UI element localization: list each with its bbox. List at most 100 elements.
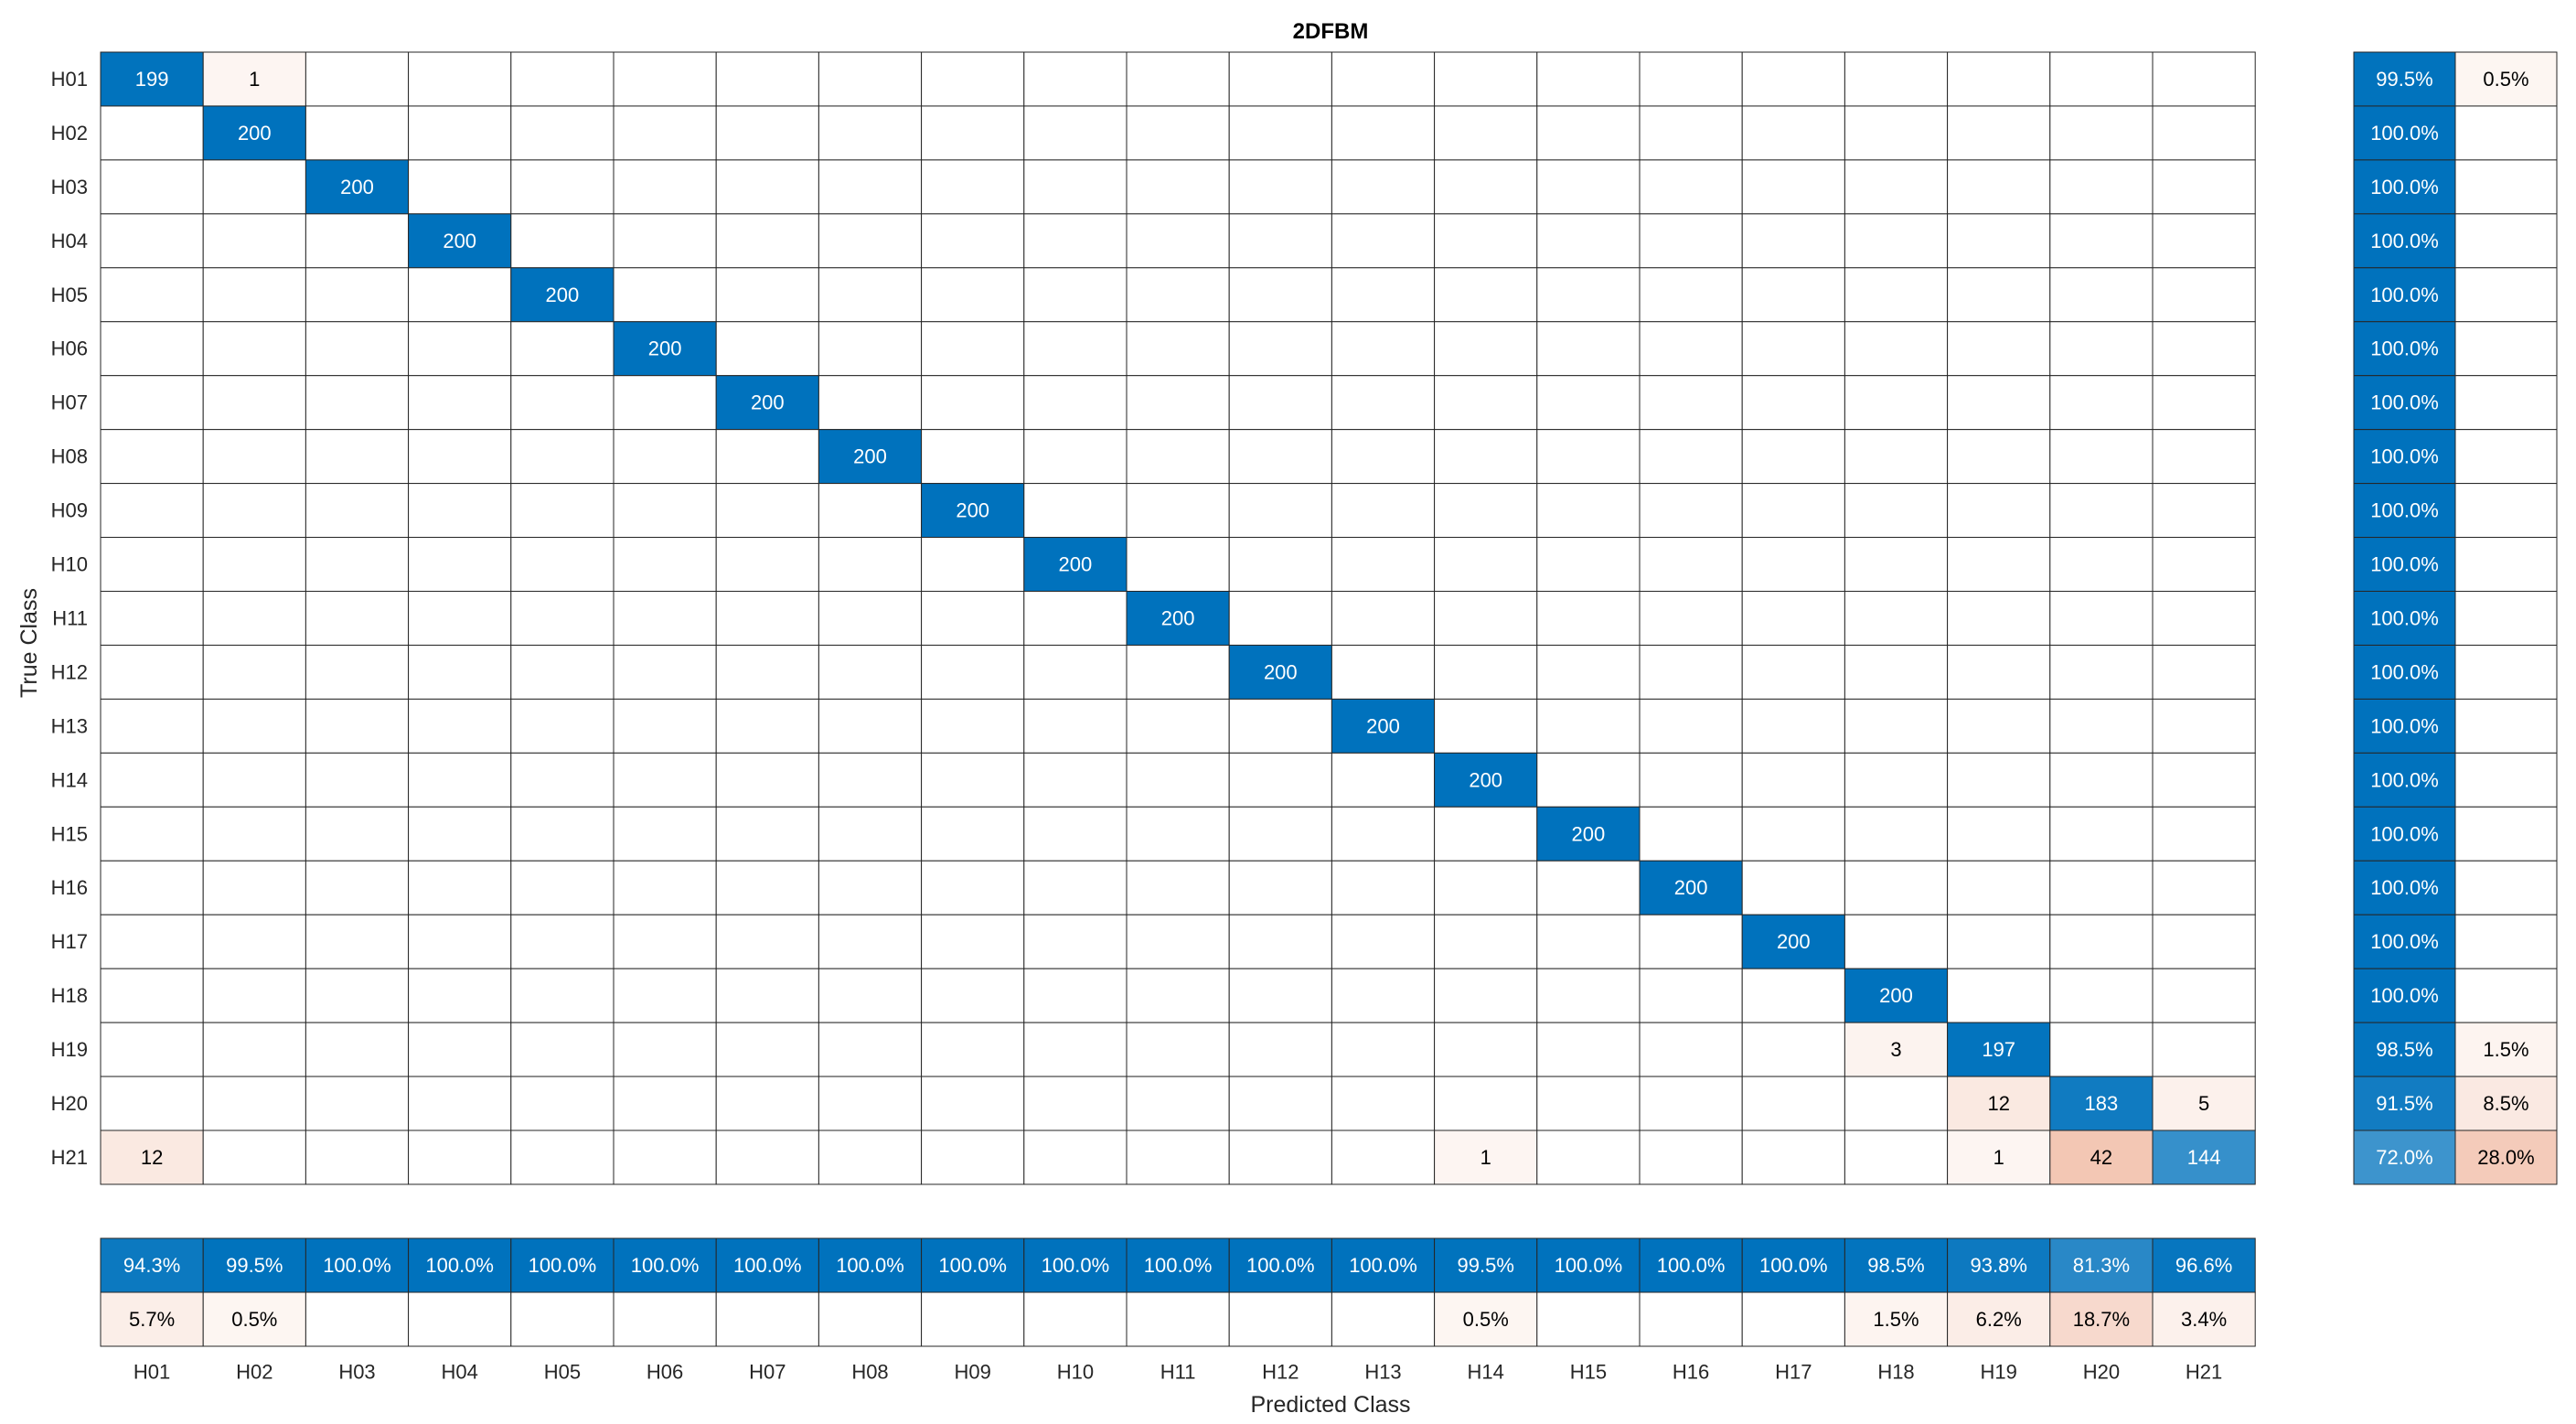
matrix-cell: [1434, 968, 1538, 1023]
cell-value: 200: [1674, 876, 1708, 899]
matrix-cell: [1228, 644, 1332, 700]
matrix-cell: [1947, 267, 2051, 323]
matrix-cell: [202, 213, 306, 269]
column-summary-incorrect-cell: [2152, 1291, 2256, 1347]
matrix-cell: [1228, 159, 1332, 215]
matrix-cell: [2152, 51, 2256, 107]
cell-value: 200: [1469, 768, 1502, 791]
matrix-cell: [1639, 375, 1743, 431]
matrix-cell: [1331, 483, 1436, 539]
matrix-cell: [2049, 483, 2154, 539]
matrix-cell: [2049, 698, 2154, 754]
matrix-cell: [305, 591, 410, 646]
matrix-cell: [1741, 51, 1845, 107]
matrix-cell: [305, 914, 410, 969]
matrix-cell: [510, 375, 615, 431]
matrix-cell: [202, 429, 306, 485]
matrix-cell: [1126, 698, 1230, 754]
row-summary-correct-value: 72.0%: [2376, 1146, 2432, 1169]
row-summary-correct-value: 100.0%: [2370, 660, 2439, 683]
row-summary-correct-cell: [2353, 537, 2456, 592]
matrix-cell: [1947, 860, 2051, 915]
y-tick-label: H03: [51, 176, 88, 198]
matrix-cell: [1947, 968, 2051, 1023]
matrix-cell: [1434, 1076, 1538, 1131]
matrix-cell: [1536, 267, 1641, 323]
matrix-cell: [2049, 429, 2154, 485]
matrix-cell: [510, 644, 615, 700]
y-tick-label: H21: [51, 1146, 88, 1169]
matrix-cell: [2152, 1130, 2256, 1185]
matrix-cell: [715, 51, 819, 107]
column-summary-incorrect-cell: [1126, 1291, 1230, 1347]
matrix-cell: [510, 752, 615, 808]
y-tick-label: H04: [51, 230, 88, 252]
y-tick-label: H05: [51, 284, 88, 306]
matrix-cell: [408, 213, 512, 269]
matrix-cell: [715, 483, 819, 539]
matrix-cell: [305, 1022, 410, 1077]
column-summary-incorrect-value: 0.5%: [1463, 1308, 1509, 1331]
matrix-cell: [1741, 698, 1845, 754]
row-summary-correct-value: 100.0%: [2370, 606, 2439, 629]
y-tick-label: H06: [51, 337, 88, 360]
x-tick-label: H04: [442, 1361, 478, 1384]
row-summary-incorrect-cell: [2454, 51, 2558, 107]
row-summary-incorrect-cell: [2454, 159, 2558, 215]
matrix-cell: [100, 375, 204, 431]
matrix-cell: [1844, 321, 1949, 377]
matrix-cell: [305, 483, 410, 539]
matrix-cell: [510, 591, 615, 646]
matrix-cell: [202, 1130, 306, 1185]
matrix-cell: [921, 51, 1025, 107]
cell-value: 200: [443, 230, 476, 252]
matrix-cell: [2152, 483, 2256, 539]
matrix-cell: [1947, 806, 2051, 862]
matrix-cell: [1639, 914, 1743, 969]
column-summary-correct-value: 94.3%: [123, 1254, 180, 1277]
cell-value: 200: [956, 499, 989, 522]
x-tick-label: H03: [338, 1361, 375, 1384]
matrix-cell: [305, 968, 410, 1023]
matrix-cell: [1434, 1022, 1538, 1077]
matrix-cell: [1741, 968, 1845, 1023]
cell-value: 200: [1777, 930, 1811, 953]
column-summary-correct-cell: [1126, 1237, 1230, 1293]
matrix-cell: [1126, 105, 1230, 161]
matrix-cell: [1741, 914, 1845, 969]
matrix-cell: [1434, 213, 1538, 269]
matrix-cell: [715, 698, 819, 754]
cell-value: 200: [648, 337, 682, 360]
matrix-cell: [818, 698, 923, 754]
matrix-cell: [1947, 321, 2051, 377]
matrix-cell: [1741, 213, 1845, 269]
row-summary-correct-cell: [2353, 698, 2456, 754]
matrix-cell: [1434, 159, 1538, 215]
cell-value: 183: [2085, 1092, 2119, 1115]
matrix-cell: [1331, 375, 1436, 431]
matrix-cell: [1228, 860, 1332, 915]
matrix-cell: [715, 537, 819, 592]
matrix-cell: [715, 159, 819, 215]
matrix-cell: [510, 483, 615, 539]
confusion-matrix-cells: 199 1 200 200 200 200 200 200 200 200 200 200 200 200…: [100, 51, 2256, 1185]
matrix-cell: [1844, 968, 1949, 1023]
column-summary-correct-cell: [1947, 1237, 2051, 1293]
matrix-cell: [1126, 1076, 1230, 1131]
column-summary-correct-cell: [1023, 1237, 1128, 1293]
matrix-cell: [408, 752, 512, 808]
row-summary-correct-cell: [2353, 914, 2456, 969]
matrix-cell: [818, 537, 923, 592]
matrix-cell: [1844, 483, 1949, 539]
matrix-cell: [510, 698, 615, 754]
matrix-cell: [1536, 375, 1641, 431]
matrix-cell: [1023, 267, 1128, 323]
column-summary-incorrect-cell: [305, 1291, 410, 1347]
column-summary-correct-value: 100.0%: [733, 1254, 802, 1277]
matrix-cell: [1536, 752, 1641, 808]
matrix-cell: [1228, 105, 1332, 161]
matrix-cell: [1228, 806, 1332, 862]
column-summary-incorrect-value: 1.5%: [1873, 1308, 1919, 1331]
matrix-cell: [1228, 483, 1332, 539]
row-summary-incorrect-cell: [2454, 806, 2558, 862]
